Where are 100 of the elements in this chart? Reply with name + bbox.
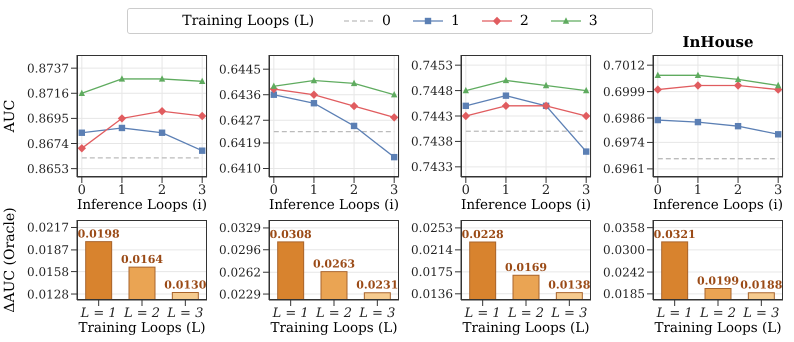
y-tick-label: 0.8695 xyxy=(27,112,69,126)
y-tick-label: 0.0128 xyxy=(27,287,69,302)
y-tick-label: 0.7448 xyxy=(411,84,453,98)
x-tick-label: 0 xyxy=(270,183,278,198)
x-tick-label: L = 1 xyxy=(464,306,501,322)
y-tick-label: 0.0296 xyxy=(219,243,261,258)
point xyxy=(582,148,590,155)
y-tick-label: 0.6445 xyxy=(219,62,261,76)
x-axis-title: Training Loops (L) xyxy=(270,320,398,336)
point xyxy=(158,107,166,116)
chart-title: InHouse xyxy=(682,33,754,51)
point xyxy=(734,76,742,82)
y-tick-label: 0.0136 xyxy=(411,287,453,302)
point xyxy=(390,154,398,160)
point xyxy=(310,100,318,106)
y-tick-label: 0.6961 xyxy=(603,162,645,176)
y-tick-label: 0.0158 xyxy=(27,264,69,279)
point xyxy=(350,102,358,110)
point xyxy=(350,80,358,86)
legend-label: 3 xyxy=(588,13,598,29)
x-tick-label: 0 xyxy=(654,183,662,198)
x-tick-label: 3 xyxy=(774,183,782,198)
y-tick-label: 0.6410 xyxy=(219,162,261,176)
point xyxy=(542,82,550,88)
x-tick-label: L = 2 xyxy=(314,306,352,322)
y-axis-title: ΔAUC (Oracle) xyxy=(2,206,19,315)
y-tick-label: 0.8737 xyxy=(27,61,69,76)
point xyxy=(198,78,206,84)
x-tick-label: L = 1 xyxy=(272,306,309,322)
legend-label: 0 xyxy=(382,13,391,29)
data-label: 0.0199 xyxy=(696,274,740,288)
x-axis-title: Inference Loops (i) xyxy=(269,197,399,213)
point xyxy=(654,85,662,94)
point xyxy=(502,102,510,110)
legend-label: 1 xyxy=(450,13,460,29)
y-tick-label: 0.7433 xyxy=(411,160,453,174)
x-tick-label: L = 3 xyxy=(358,306,396,322)
point xyxy=(198,147,206,154)
x-axis-title: Inference Loops (i) xyxy=(461,197,591,213)
point xyxy=(270,92,278,98)
data-label: 0.0228 xyxy=(462,228,504,241)
y-tick-label: 0.0217 xyxy=(27,220,69,235)
data-label: 0.0321 xyxy=(654,228,696,241)
point xyxy=(462,112,470,120)
x-tick-label: 1 xyxy=(502,183,510,198)
x-tick-label: 0 xyxy=(78,183,86,198)
x-tick-label: L = 3 xyxy=(550,306,588,322)
y-tick-label: 0.0229 xyxy=(219,287,261,302)
y-tick-label: 0.6419 xyxy=(219,136,261,150)
x-tick-label: 2 xyxy=(158,183,166,198)
y-tick-label: 0.7012 xyxy=(603,58,645,72)
y-tick-label: 0.0175 xyxy=(411,265,453,280)
x-tick-label: L = 3 xyxy=(742,306,780,322)
y-tick-label: 0.0262 xyxy=(219,265,261,280)
point xyxy=(694,72,702,78)
y-tick-label: 0.7453 xyxy=(411,58,453,72)
data-label: 0.0198 xyxy=(78,228,120,241)
x-tick-label: L = 2 xyxy=(122,306,160,322)
x-tick-label: 3 xyxy=(582,183,590,198)
x-tick-label: 1 xyxy=(310,183,318,198)
y-tick-label: 0.7438 xyxy=(411,134,453,149)
data-label: 0.0164 xyxy=(120,253,164,266)
y-tick-label: 0.6427 xyxy=(219,114,261,128)
data-label: 0.0138 xyxy=(548,278,591,292)
x-axis-title: Inference Loops (i) xyxy=(653,197,783,213)
x-tick-label: 1 xyxy=(694,183,702,198)
data-label: 0.0308 xyxy=(270,228,312,241)
point xyxy=(118,124,126,132)
point xyxy=(78,130,86,136)
point xyxy=(78,144,86,152)
point xyxy=(582,112,590,120)
data-label: 0.0130 xyxy=(164,278,207,292)
x-tick-label: 2 xyxy=(542,183,550,198)
point xyxy=(158,130,166,136)
x-tick-label: L = 2 xyxy=(698,306,736,322)
point xyxy=(734,81,742,90)
y-tick-label: 0.6999 xyxy=(603,84,645,99)
y-tick-label: 0.8653 xyxy=(27,162,69,176)
x-tick-label: L = 1 xyxy=(656,306,693,322)
x-tick-label: L = 3 xyxy=(166,306,204,322)
y-tick-label: 0.8716 xyxy=(27,86,69,101)
x-tick-label: 3 xyxy=(198,183,206,198)
data-label: 0.0188 xyxy=(740,278,783,292)
point xyxy=(390,91,398,98)
y-tick-label: 0.0253 xyxy=(411,221,453,236)
point xyxy=(654,72,662,78)
point xyxy=(310,90,318,99)
y-tick-label: 0.0187 xyxy=(27,243,69,258)
point xyxy=(78,90,86,96)
y-tick-label: 0.0358 xyxy=(603,220,645,235)
point xyxy=(774,131,782,138)
y-tick-label: 0.8674 xyxy=(27,136,70,151)
x-tick-label: 2 xyxy=(350,183,358,198)
point xyxy=(502,76,510,84)
point xyxy=(390,113,398,122)
point xyxy=(462,86,470,94)
x-tick-label: 0 xyxy=(462,183,470,198)
point xyxy=(158,75,166,82)
y-tick-label: 0.6986 xyxy=(603,111,645,126)
x-tick-label: L = 2 xyxy=(506,306,544,322)
